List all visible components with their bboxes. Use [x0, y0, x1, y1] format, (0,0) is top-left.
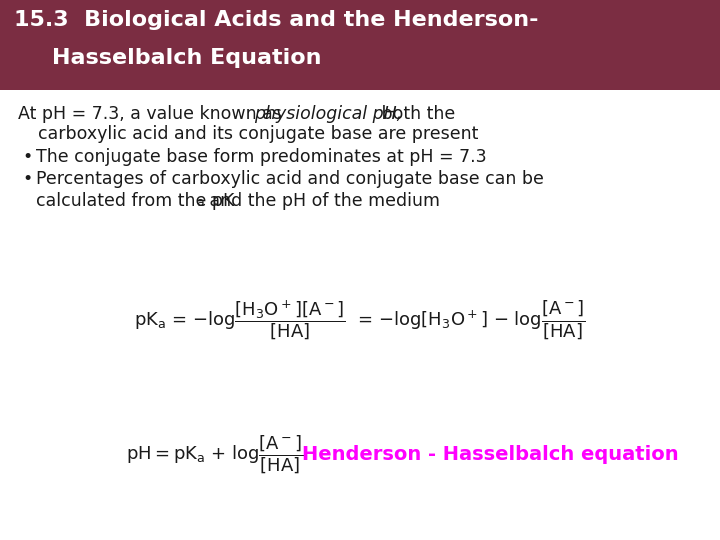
Text: both the: both the — [376, 105, 455, 123]
Text: a: a — [197, 196, 204, 209]
FancyBboxPatch shape — [0, 0, 720, 90]
Text: Percentages of carboxylic acid and conjugate base can be: Percentages of carboxylic acid and conju… — [36, 170, 544, 188]
Text: physiological pH,: physiological pH, — [254, 105, 402, 123]
Text: $\mathrm{pH = pK_a}$ + log$\dfrac{[\mathrm{A^-}]}{[\mathrm{HA}]}$: $\mathrm{pH = pK_a}$ + log$\dfrac{[\math… — [127, 434, 304, 476]
Text: Hasselbalch Equation: Hasselbalch Equation — [52, 48, 322, 68]
Text: •: • — [22, 170, 32, 188]
Text: Henderson - Hasselbalch equation: Henderson - Hasselbalch equation — [302, 446, 678, 464]
Text: •: • — [22, 148, 32, 166]
Text: 15.3  Biological Acids and the Henderson-: 15.3 Biological Acids and the Henderson- — [14, 10, 539, 30]
Text: The conjugate base form predominates at pH = 7.3: The conjugate base form predominates at … — [36, 148, 487, 166]
Text: carboxylic acid and its conjugate base are present: carboxylic acid and its conjugate base a… — [38, 125, 478, 143]
Text: $\mathrm{pK_a}$ = $-$log$\dfrac{[\mathrm{H_3O^+}][\mathrm{A^-}]}{[\mathrm{HA}]}$: $\mathrm{pK_a}$ = $-$log$\dfrac{[\mathrm… — [134, 298, 586, 342]
Text: At pH = 7.3, a value known as: At pH = 7.3, a value known as — [18, 105, 287, 123]
Text: calculated from the pK: calculated from the pK — [36, 192, 235, 210]
Text: and the pH of the medium: and the pH of the medium — [204, 192, 440, 210]
